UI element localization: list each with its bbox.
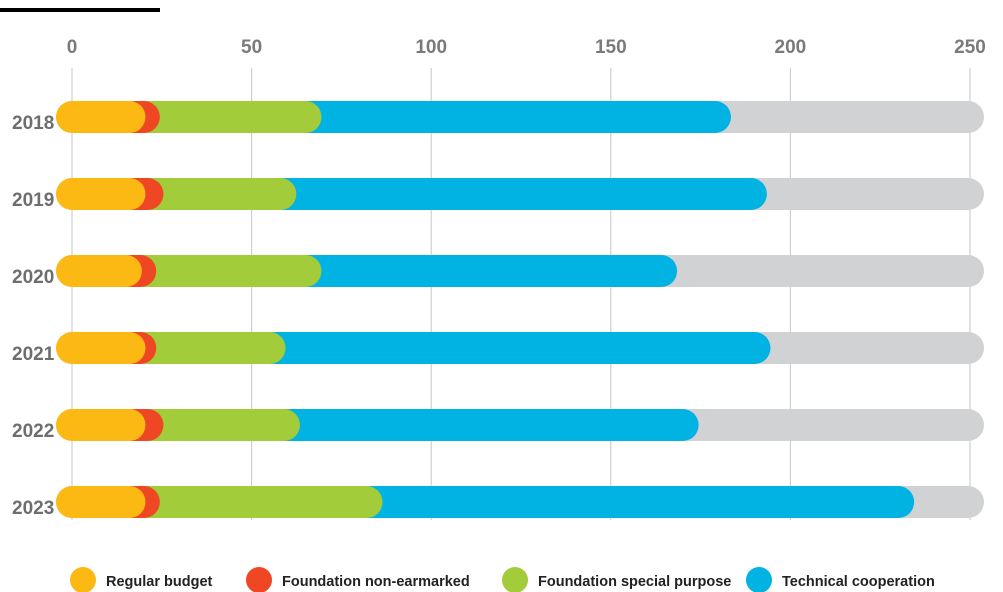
legend-label: Regular budget xyxy=(106,574,213,590)
legend: Regular budget Foundation non-earmarked Fo… xyxy=(70,567,935,592)
bar-segment xyxy=(131,178,297,210)
bar-tracks xyxy=(56,101,984,518)
x-tick-label: 250 xyxy=(954,37,986,58)
bar-segment xyxy=(350,486,915,518)
legend-label: Technical cooperation xyxy=(782,574,935,590)
x-tick-label: 0 xyxy=(67,37,78,58)
bar-segment xyxy=(289,101,731,133)
legend-item: Technical cooperation xyxy=(746,567,935,592)
legend-label: Foundation non-earmarked xyxy=(282,574,470,590)
y-category-label: 2018 xyxy=(12,113,54,134)
legend-swatch xyxy=(70,567,96,592)
x-tick-label: 200 xyxy=(775,37,807,58)
bar-segment xyxy=(131,409,300,441)
bar-segment xyxy=(56,178,146,210)
legend-swatch xyxy=(502,567,528,592)
bar-segment xyxy=(56,101,146,133)
bar-segment xyxy=(56,332,146,364)
bar-segment xyxy=(264,178,767,210)
y-category-label: 2021 xyxy=(12,344,55,365)
y-axis-categories: 2018 2019 2020 2021 2022 2023 xyxy=(12,113,55,519)
bar-segment xyxy=(56,486,146,518)
bar-segment xyxy=(289,255,678,287)
bar-segment xyxy=(127,486,383,518)
bar-segment xyxy=(124,332,286,364)
legend-swatch xyxy=(246,567,272,592)
x-tick-label: 50 xyxy=(241,37,262,58)
bars xyxy=(56,101,915,518)
y-category-label: 2022 xyxy=(12,421,54,442)
x-tick-label: 150 xyxy=(595,37,627,58)
y-category-label: 2023 xyxy=(12,498,54,519)
x-tick-label: 100 xyxy=(415,37,447,58)
x-axis-ticks: 0 50 100 150 200 250 xyxy=(67,37,986,58)
bar-segment xyxy=(56,255,142,287)
bar-segment xyxy=(267,409,699,441)
legend-label: Foundation special purpose xyxy=(538,574,731,590)
y-category-label: 2020 xyxy=(12,267,54,288)
bar-segment xyxy=(253,332,771,364)
bar-segment xyxy=(56,409,146,441)
y-category-label: 2019 xyxy=(12,190,54,211)
legend-item: Regular budget xyxy=(70,567,213,592)
legend-item: Foundation non-earmarked xyxy=(246,567,470,592)
gridlines xyxy=(71,68,971,520)
bar-segment xyxy=(124,255,322,287)
legend-item: Foundation special purpose xyxy=(502,567,731,592)
bar-segment xyxy=(127,101,322,133)
legend-swatch xyxy=(746,567,772,592)
